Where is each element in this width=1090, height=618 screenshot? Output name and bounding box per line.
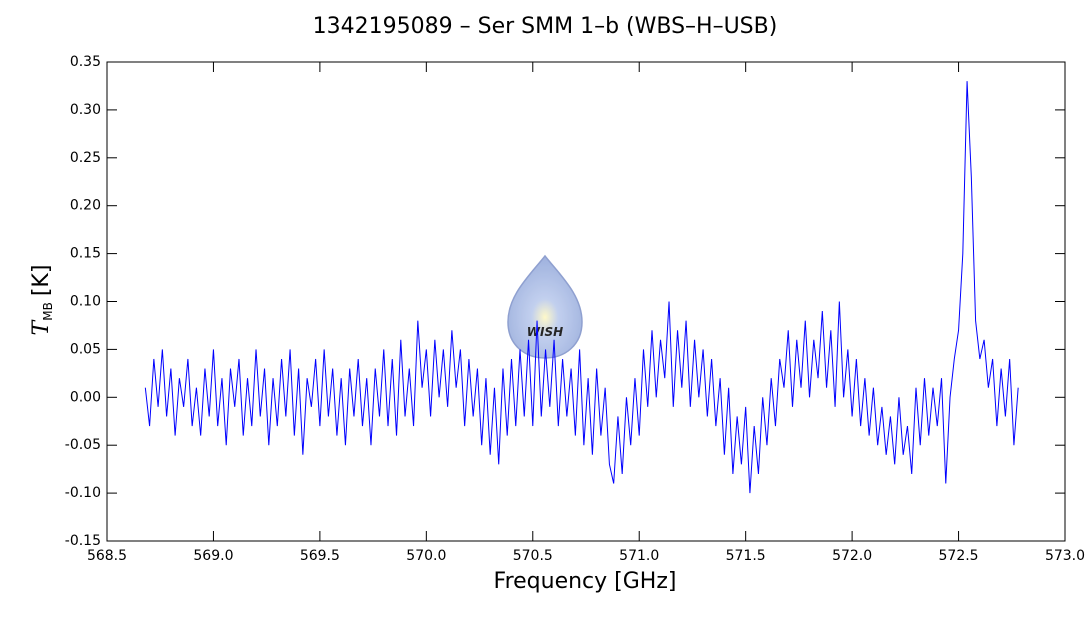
x-axis-label: Frequency [GHz] — [494, 569, 677, 594]
y-tick-label: 0.35 — [70, 54, 101, 70]
y-tick-label: 0.05 — [70, 341, 101, 357]
watermark: WISH — [507, 254, 583, 359]
x-tick-label: 572.0 — [832, 548, 872, 564]
watermark-text: WISH — [527, 325, 563, 339]
x-tick-label: 568.5 — [87, 548, 127, 564]
x-tick-label: 569.5 — [300, 548, 340, 564]
x-tick-label: 573.0 — [1045, 548, 1085, 564]
y-tick-label: 0.15 — [70, 246, 101, 262]
x-tick-label: 571.0 — [619, 548, 659, 564]
y-tick-label: -0.15 — [65, 533, 101, 549]
chart-title: 1342195089 – Ser SMM 1–b (WBS–H–USB) — [313, 14, 778, 39]
x-tick-label: 569.0 — [193, 548, 233, 564]
y-axis-label: TMB [K] — [29, 265, 55, 336]
y-tick-label: 0.10 — [70, 294, 101, 310]
spectrum-line — [144, 81, 1019, 494]
y-tick-label: 0.00 — [70, 389, 101, 405]
x-tick-label: 572.5 — [939, 548, 979, 564]
y-axis-label-text: TMB [K] — [29, 265, 55, 336]
y-tick-label: 0.30 — [70, 102, 101, 118]
x-tick-label: 570.0 — [406, 548, 446, 564]
watermark-drop — [507, 254, 583, 359]
y-label-symbol: T — [29, 318, 54, 335]
y-tick-label: 0.20 — [70, 198, 101, 214]
y-tick-label: -0.10 — [65, 485, 101, 501]
x-tick-label: 571.5 — [726, 548, 766, 564]
y-tick-label: 0.25 — [70, 150, 101, 166]
x-tick-label: 570.5 — [513, 548, 553, 564]
y-label-unit: [K] — [29, 265, 54, 297]
plot-frame — [106, 61, 1066, 542]
y-tick-label: -0.05 — [65, 437, 101, 453]
y-label-sub: MB — [41, 302, 55, 321]
